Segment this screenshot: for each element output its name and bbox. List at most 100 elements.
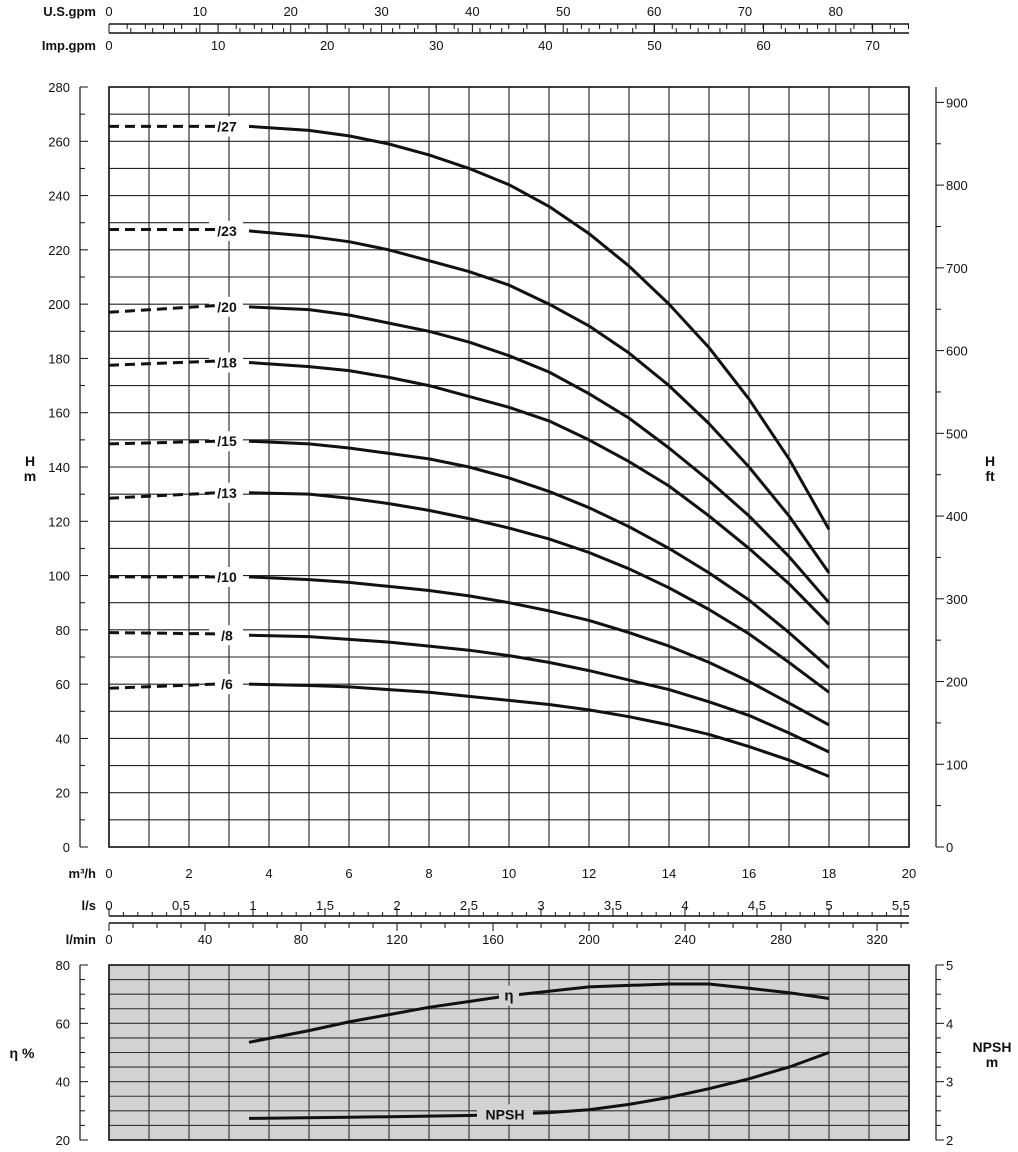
efficiency-curve-line	[248, 982, 830, 1044]
curve-dashed-segment	[108, 359, 218, 367]
top-flow-axes: U.S.gpm 0 10 20 30 40 50 60 70 80 Imp.gpm 0 10 20 30 40…	[42, 4, 909, 53]
curve-label-bg	[209, 674, 243, 695]
bottom-axis-tick-label: 80	[294, 932, 308, 947]
bottom-axis-tick-label: 12	[582, 866, 596, 881]
top-axis-tick-label: 0	[105, 38, 112, 53]
bottom-axis-tick-label: 8	[425, 866, 432, 881]
top-axis-tick-label: 70	[865, 38, 879, 53]
curve-label: /27	[217, 118, 237, 134]
top-axis-tick-label: 30	[429, 38, 443, 53]
curve-label: /13	[217, 485, 237, 501]
eta-label-bg	[499, 985, 519, 1006]
bottom-axis-tick-label: 0	[105, 866, 112, 881]
left-axis-tick-label: 260	[48, 134, 70, 149]
eta-axis-title: η %	[10, 1045, 35, 1061]
npsh-axis-title: m	[986, 1054, 998, 1070]
curve-label: /8	[221, 627, 233, 643]
top-axis-tick-label: 60	[647, 4, 661, 19]
head-curve-line	[248, 124, 831, 531]
bottom-axis-tick-label: 0	[105, 932, 112, 947]
bottom-axis-tick-label: 5,5	[892, 898, 910, 913]
bottom-axis-tick-label: 320	[866, 932, 888, 947]
npsh-axis-tick-label: 2	[946, 1133, 953, 1148]
bottom-axis-tick-label: 0,5	[172, 898, 190, 913]
right-axis-title: H	[985, 453, 995, 469]
left-axis-tick-label: 180	[48, 351, 70, 366]
left-axis-tick-label: 200	[48, 297, 70, 312]
bottom-axis-tick-label: 3	[537, 898, 544, 913]
curve-label-bg	[209, 566, 243, 587]
npsh-curve-label: NPSH	[486, 1106, 525, 1122]
curve-label: /6	[221, 676, 233, 692]
right-axis-tick-label: 800	[946, 178, 968, 193]
right-axis-tick-label: 700	[946, 261, 968, 276]
left-axis-tick-label: 20	[56, 786, 70, 801]
right-axis-tick-label: 0	[946, 840, 953, 855]
curve-label-bg	[209, 296, 243, 317]
head-curve-line	[248, 439, 830, 670]
bottom-axis-tick-label: 4,5	[748, 898, 766, 913]
bottom-axis-tick-label: 160	[482, 932, 504, 947]
head-curve-line	[248, 305, 831, 604]
curve-label: /20	[217, 299, 237, 315]
head-curve-line	[248, 633, 830, 754]
left-axis-tick-label: 220	[48, 243, 70, 258]
bottom-axis-tick-label: 2	[185, 866, 192, 881]
bottom-axis-tick-label: 1	[249, 898, 256, 913]
left-axis-tick-label: 280	[48, 80, 70, 95]
npsh-label-bg	[477, 1104, 533, 1125]
left-axis-tick-label: 120	[48, 514, 70, 529]
curve-label: /15	[217, 433, 237, 449]
right-axis-tick-label: 300	[946, 592, 968, 607]
top-axis-label: Imp.gpm	[42, 38, 96, 53]
eta-axis-tick-label: 40	[56, 1075, 70, 1090]
npsh-axis-title: NPSH	[973, 1039, 1012, 1055]
right-axis-tick-label: 200	[946, 675, 968, 690]
bottom-axis-label: l/min	[66, 932, 96, 947]
left-axis-title: H	[25, 453, 35, 469]
curve-label-bg	[209, 482, 243, 503]
left-axis-tick-label: 160	[48, 406, 70, 421]
bottom-axis-tick-label: 3,5	[604, 898, 622, 913]
bottom-axis-tick-label: 20	[902, 866, 916, 881]
top-axis-tick-label: 20	[283, 4, 297, 19]
left-axis-tick-label: 140	[48, 460, 70, 475]
curve-dashed-segment	[108, 439, 218, 446]
top-axis-tick-label: 40	[538, 38, 552, 53]
left-axis-tick-label: 40	[56, 731, 70, 746]
bottom-axis-tick-label: 14	[662, 866, 676, 881]
left-axis-tick-label: 60	[56, 677, 70, 692]
bottom-axis-tick-label: 280	[770, 932, 792, 947]
npsh-curve-line	[248, 1051, 830, 1120]
top-axis-tick-label: 50	[556, 4, 570, 19]
head-curve-line	[248, 575, 830, 727]
top-axis-tick-label: 10	[193, 4, 207, 19]
curve-label: /10	[217, 569, 237, 585]
bottom-axis-label: m³/h	[69, 866, 97, 881]
bottom-axis-ls: l/s 0 0,5 1 1,5 2 2,5 3 3,5 4 4,5 5 5,5	[82, 898, 910, 917]
curve-label-bg	[209, 220, 243, 241]
lower-panel-frame	[108, 964, 910, 1141]
curve-label: /23	[217, 223, 237, 239]
bottom-axis-tick-label: 5	[825, 898, 832, 913]
eta-curve-label: η	[504, 988, 513, 1005]
left-axis-tick-label: 100	[48, 569, 70, 584]
bottom-axis-tick-label: 1,5	[316, 898, 334, 913]
left-axis-m: 0 20 40 60 80 100 120 140 160 180 200 220 240 260 280 H…	[24, 80, 88, 855]
top-axis-tick-label: 10	[211, 38, 225, 53]
eta-axis-tick-label: 60	[56, 1016, 70, 1031]
npsh-axis-tick-label: 4	[946, 1016, 953, 1031]
right-axis-ft: 0 100 200 300 400 500 600 700 800 900 Hft	[935, 87, 995, 855]
bottom-axis-label: l/s	[82, 898, 96, 913]
head-curve-line	[248, 361, 831, 626]
curve-label-bg	[209, 431, 243, 452]
bottom-axis-m3h: m³/h 0 2 4 6 8 10 12 14 16 18 20	[69, 866, 917, 881]
head-curve-line	[248, 491, 830, 694]
head-curve-line	[248, 682, 830, 778]
bottom-axis-lmin: l/min 0 40 80 120 160 200 240 280 320	[66, 922, 909, 947]
bottom-axis-tick-label: 200	[578, 932, 600, 947]
bottom-axis-tick-label: 240	[674, 932, 696, 947]
left-axis-tick-label: 0	[63, 840, 70, 855]
